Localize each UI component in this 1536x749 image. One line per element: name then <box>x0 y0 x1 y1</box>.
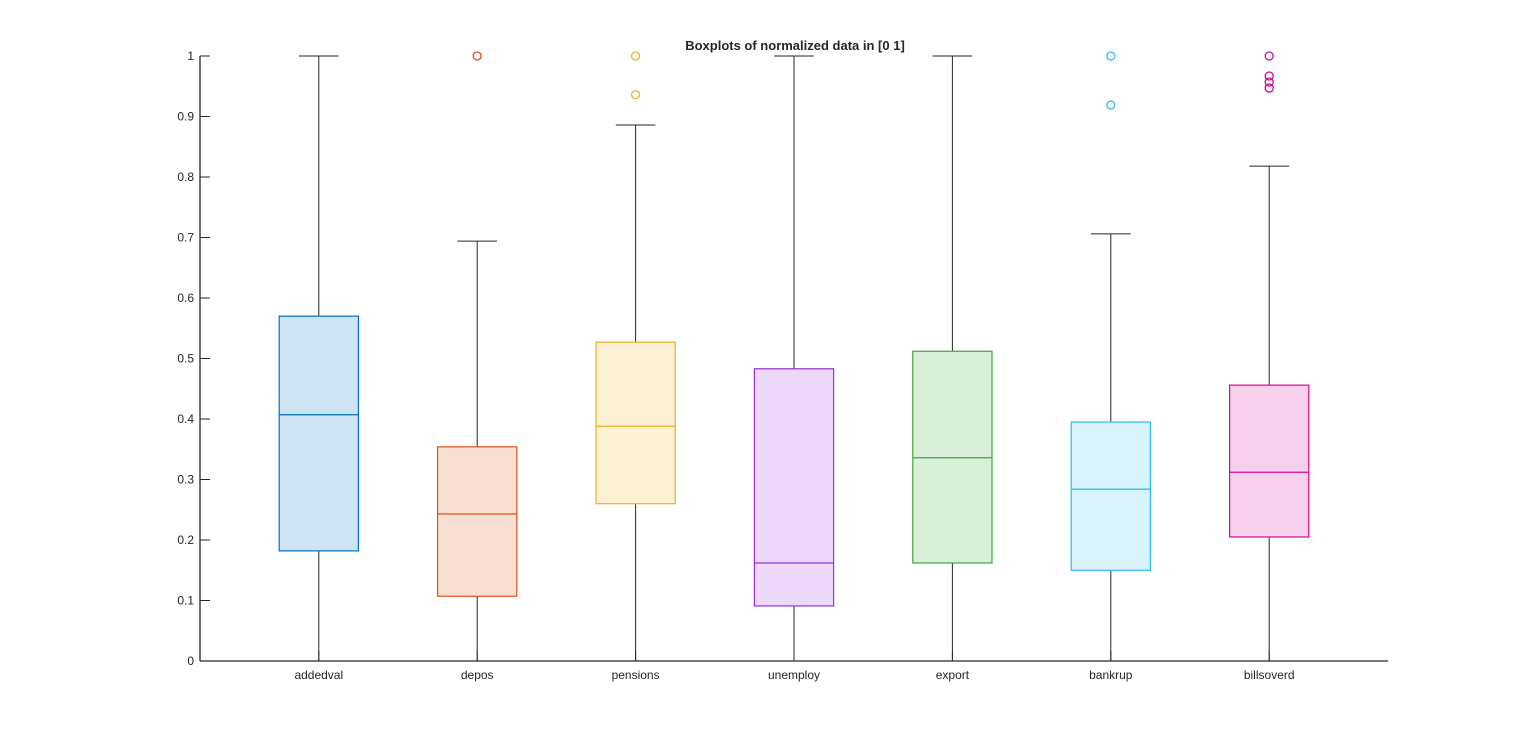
y-tick-label: 0.2 <box>177 533 194 547</box>
box-pensions <box>595 51 676 662</box>
outlier-point <box>1106 100 1116 110</box>
outlier-point <box>472 51 482 61</box>
box-depos <box>437 51 518 662</box>
x-tick-label: billsoverd <box>1244 668 1295 682</box>
y-tick-label: 0.9 <box>177 110 194 124</box>
box-export <box>912 55 993 662</box>
y-tick-label: 0.8 <box>177 170 194 184</box>
box-iqr <box>753 368 835 607</box>
box-iqr <box>1070 421 1151 571</box>
box-addedval <box>278 55 360 662</box>
x-tick-label: pensions <box>612 668 660 682</box>
outlier-point <box>1264 83 1274 93</box>
box-iqr <box>437 446 518 597</box>
x-tick-label: bankrup <box>1089 668 1133 682</box>
y-tick-label: 0 <box>187 654 194 668</box>
outlier-point <box>630 90 641 100</box>
y-tick-label: 0.7 <box>177 231 194 245</box>
box-bankrup <box>1070 51 1151 662</box>
x-tick-label: export <box>936 668 970 682</box>
x-tick-label: unemploy <box>768 668 820 682</box>
y-tick-label: 0.4 <box>177 412 194 426</box>
box-iqr <box>278 315 360 552</box>
y-tick-label: 0.3 <box>177 473 194 487</box>
chart-title: Boxplots of normalized data in [0 1] <box>685 38 905 53</box>
box-billsoverd <box>1228 51 1310 662</box>
y-tick-label: 0.6 <box>177 291 194 305</box>
outlier-point <box>1106 51 1116 61</box>
box-unemploy <box>753 55 835 662</box>
outlier-point <box>1264 51 1274 61</box>
y-tick-label: 0.1 <box>177 594 194 608</box>
box-iqr <box>595 341 676 505</box>
outlier-point <box>1264 77 1274 87</box>
outlier-point <box>1264 71 1274 81</box>
y-tick-label: 0.5 <box>177 352 194 366</box>
box-iqr <box>1228 384 1310 538</box>
outlier-point <box>630 51 641 61</box>
y-tick-label: 1 <box>187 49 194 63</box>
x-tick-label: depos <box>461 668 494 682</box>
x-tick-label: addedval <box>294 668 343 682</box>
